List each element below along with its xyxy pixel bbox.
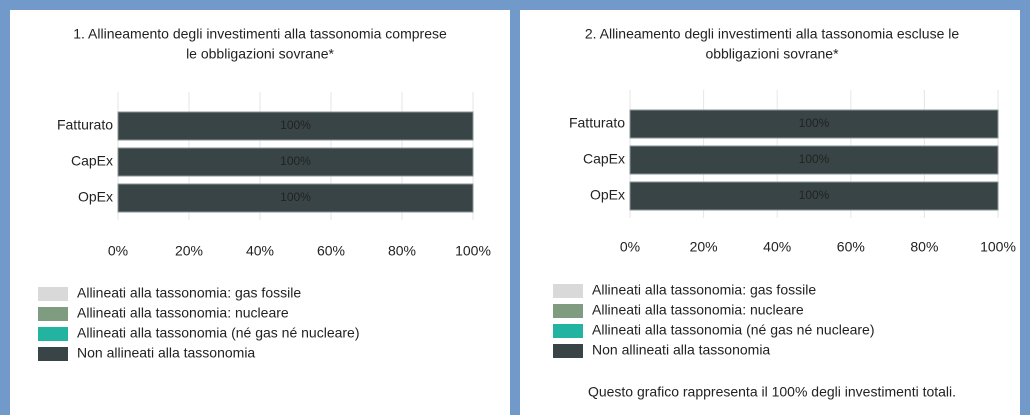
x-tick-label: 100% xyxy=(980,239,1016,255)
data-label: 100% xyxy=(280,190,311,204)
x-tick-label: 0% xyxy=(108,243,128,259)
y-tick-label: OpEx xyxy=(590,187,625,203)
x-tick-label: 40% xyxy=(246,243,274,259)
legend-swatch xyxy=(553,344,583,358)
y-tick-label: CapEx xyxy=(583,151,625,167)
note: Questo grafico rappresenta il 100% degli… xyxy=(588,384,956,400)
data-label: 100% xyxy=(280,154,311,168)
chart-title: obbligazioni sovrane* xyxy=(705,46,839,62)
legend-label: Allineati alla tassonomia (né gas né nuc… xyxy=(77,325,360,341)
bar-segment xyxy=(117,147,474,177)
legend-label: Allineati alla tassonomia: gas fossile xyxy=(592,282,816,298)
chart-title: le obbligazioni sovrane* xyxy=(186,46,334,62)
legend-label: Allineati alla tassonomia (né gas né nuc… xyxy=(592,322,875,338)
bar-segment xyxy=(629,181,999,211)
x-tick-label: 0% xyxy=(620,239,640,255)
data-label: 100% xyxy=(799,116,830,130)
data-label: 100% xyxy=(799,152,830,166)
y-tick-label: OpEx xyxy=(78,189,113,205)
legend-swatch xyxy=(38,307,68,321)
bar-segment xyxy=(117,111,474,141)
data-label: 100% xyxy=(280,118,311,132)
chart-title: 2. Allineamento degli investimenti alla … xyxy=(585,26,960,42)
x-tick-label: 20% xyxy=(690,239,718,255)
legend-swatch xyxy=(38,327,68,341)
x-tick-label: 80% xyxy=(910,239,938,255)
legend-swatch xyxy=(38,347,68,361)
x-tick-label: 100% xyxy=(455,243,491,259)
legend-label: Allineati alla tassonomia: nucleare xyxy=(592,302,804,318)
legend-swatch xyxy=(553,304,583,318)
x-tick-label: 60% xyxy=(317,243,345,259)
y-tick-label: CapEx xyxy=(71,153,113,169)
data-label: 100% xyxy=(799,188,830,202)
y-tick-label: Fatturato xyxy=(569,115,625,131)
legend-label: Non allineati alla tassonomia xyxy=(592,342,770,358)
legend-swatch xyxy=(38,287,68,301)
legend-label: Non allineati alla tassonomia xyxy=(77,345,255,361)
panel xyxy=(520,10,1020,415)
chart-title: 1. Allineamento degli investimenti alla … xyxy=(73,26,447,42)
x-tick-label: 40% xyxy=(763,239,791,255)
legend-label: Allineati alla tassonomia: nucleare xyxy=(77,305,289,321)
x-tick-label: 80% xyxy=(388,243,416,259)
bar-segment xyxy=(629,145,999,175)
y-tick-label: Fatturato xyxy=(57,117,113,133)
bar-segment xyxy=(117,183,474,213)
bar-segment xyxy=(629,109,999,139)
x-tick-label: 60% xyxy=(837,239,865,255)
legend-swatch xyxy=(553,324,583,338)
legend-swatch xyxy=(553,284,583,298)
x-tick-label: 20% xyxy=(175,243,203,259)
legend-label: Allineati alla tassonomia: gas fossile xyxy=(77,285,301,301)
